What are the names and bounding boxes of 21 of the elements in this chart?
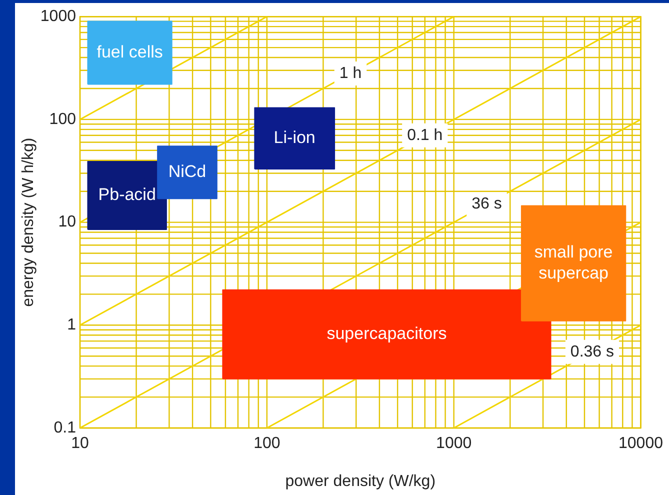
x-tick-label: 100 bbox=[254, 435, 280, 452]
series-label: Pb-acid bbox=[98, 185, 156, 204]
y-tick-label: 1000 bbox=[40, 8, 76, 26]
y-tick-label: 0.1 bbox=[54, 419, 76, 436]
series-label: NiCd bbox=[168, 162, 206, 182]
x-tick-label: 1000 bbox=[436, 435, 472, 452]
x-tick-label: 10000 bbox=[618, 435, 664, 452]
annotation: 0.36 s bbox=[570, 343, 614, 360]
x-tick-label: 10 bbox=[71, 435, 89, 452]
y-tick-label: 100 bbox=[49, 110, 76, 128]
annotation: 1 h bbox=[339, 64, 362, 82]
series-label: Li-ion bbox=[274, 128, 316, 148]
series-label: supercapacitors bbox=[326, 324, 447, 344]
y-axis-title: energy density (W h/kg) bbox=[20, 138, 38, 307]
series-label: fuel cells bbox=[96, 42, 163, 62]
annotation: 36 s bbox=[472, 196, 502, 213]
annotation: 0.1 h bbox=[407, 126, 443, 144]
series-label: small pore supercap bbox=[534, 242, 613, 282]
y-tick-label: 1 bbox=[67, 316, 76, 334]
y-tick-label: 10 bbox=[58, 214, 76, 231]
x-axis-title: power density (W/kg) bbox=[285, 472, 436, 490]
